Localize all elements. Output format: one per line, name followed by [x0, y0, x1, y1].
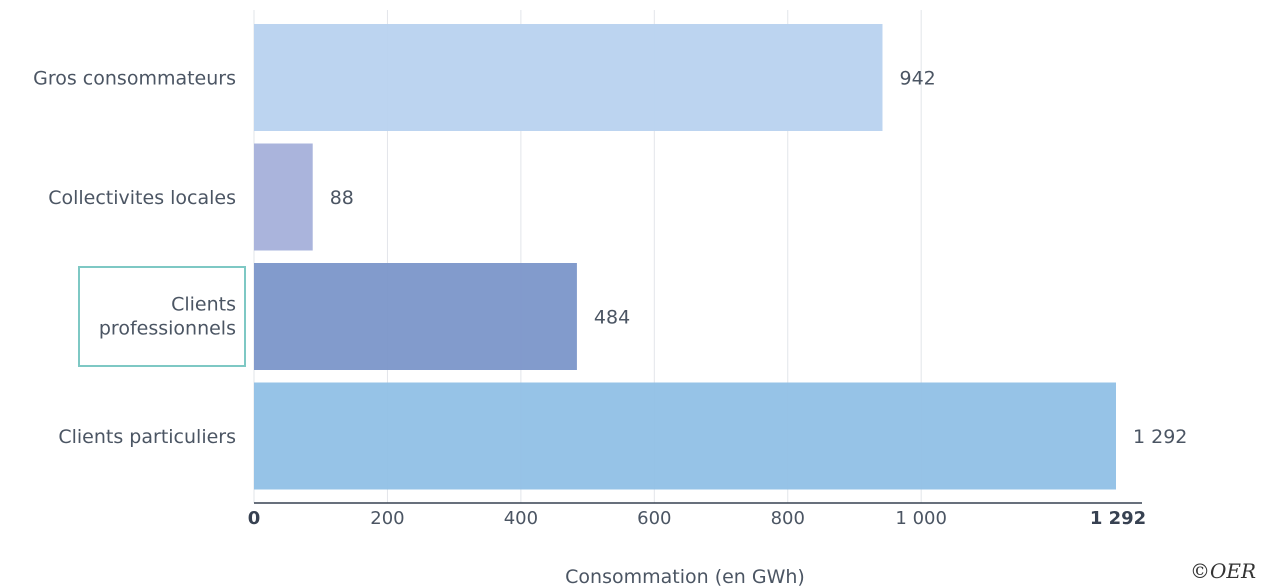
value-label: 484	[594, 307, 630, 329]
bar[interactable]	[254, 24, 883, 131]
value-label: 942	[899, 68, 935, 90]
x-tick-label: 600	[637, 508, 671, 529]
x-axis-title: Consommation (en GWh)	[565, 566, 805, 587]
value-label: 1 292	[1133, 426, 1187, 448]
x-axis: 0 200 400 600 800 1 000 1 292	[248, 502, 1146, 529]
category-labels: Gros consommateurs Collectivites locales C…	[33, 68, 246, 448]
x-tick-label: 1 292	[1090, 508, 1146, 529]
bar[interactable]	[254, 382, 1116, 490]
highlight-box	[78, 266, 246, 367]
copyright-text: ©OER	[1190, 559, 1256, 583]
x-tick-label: 200	[370, 508, 404, 529]
x-tick-label: 0	[248, 508, 261, 529]
category-label: Clients particuliers	[58, 426, 236, 448]
x-tick-label: 400	[504, 508, 538, 529]
category-label: Clients professionnels	[99, 294, 236, 340]
x-tick-label: 1 000	[895, 508, 947, 529]
value-labels: 942 88 484 1 292	[330, 68, 1188, 449]
category-label: Gros consommateurs	[33, 68, 236, 90]
bar[interactable]	[254, 263, 577, 370]
x-tick-label: 800	[771, 508, 805, 529]
bars	[254, 24, 1116, 490]
bar[interactable]	[254, 143, 313, 251]
category-label: Collectivites locales	[48, 187, 236, 209]
value-label: 88	[330, 187, 354, 209]
